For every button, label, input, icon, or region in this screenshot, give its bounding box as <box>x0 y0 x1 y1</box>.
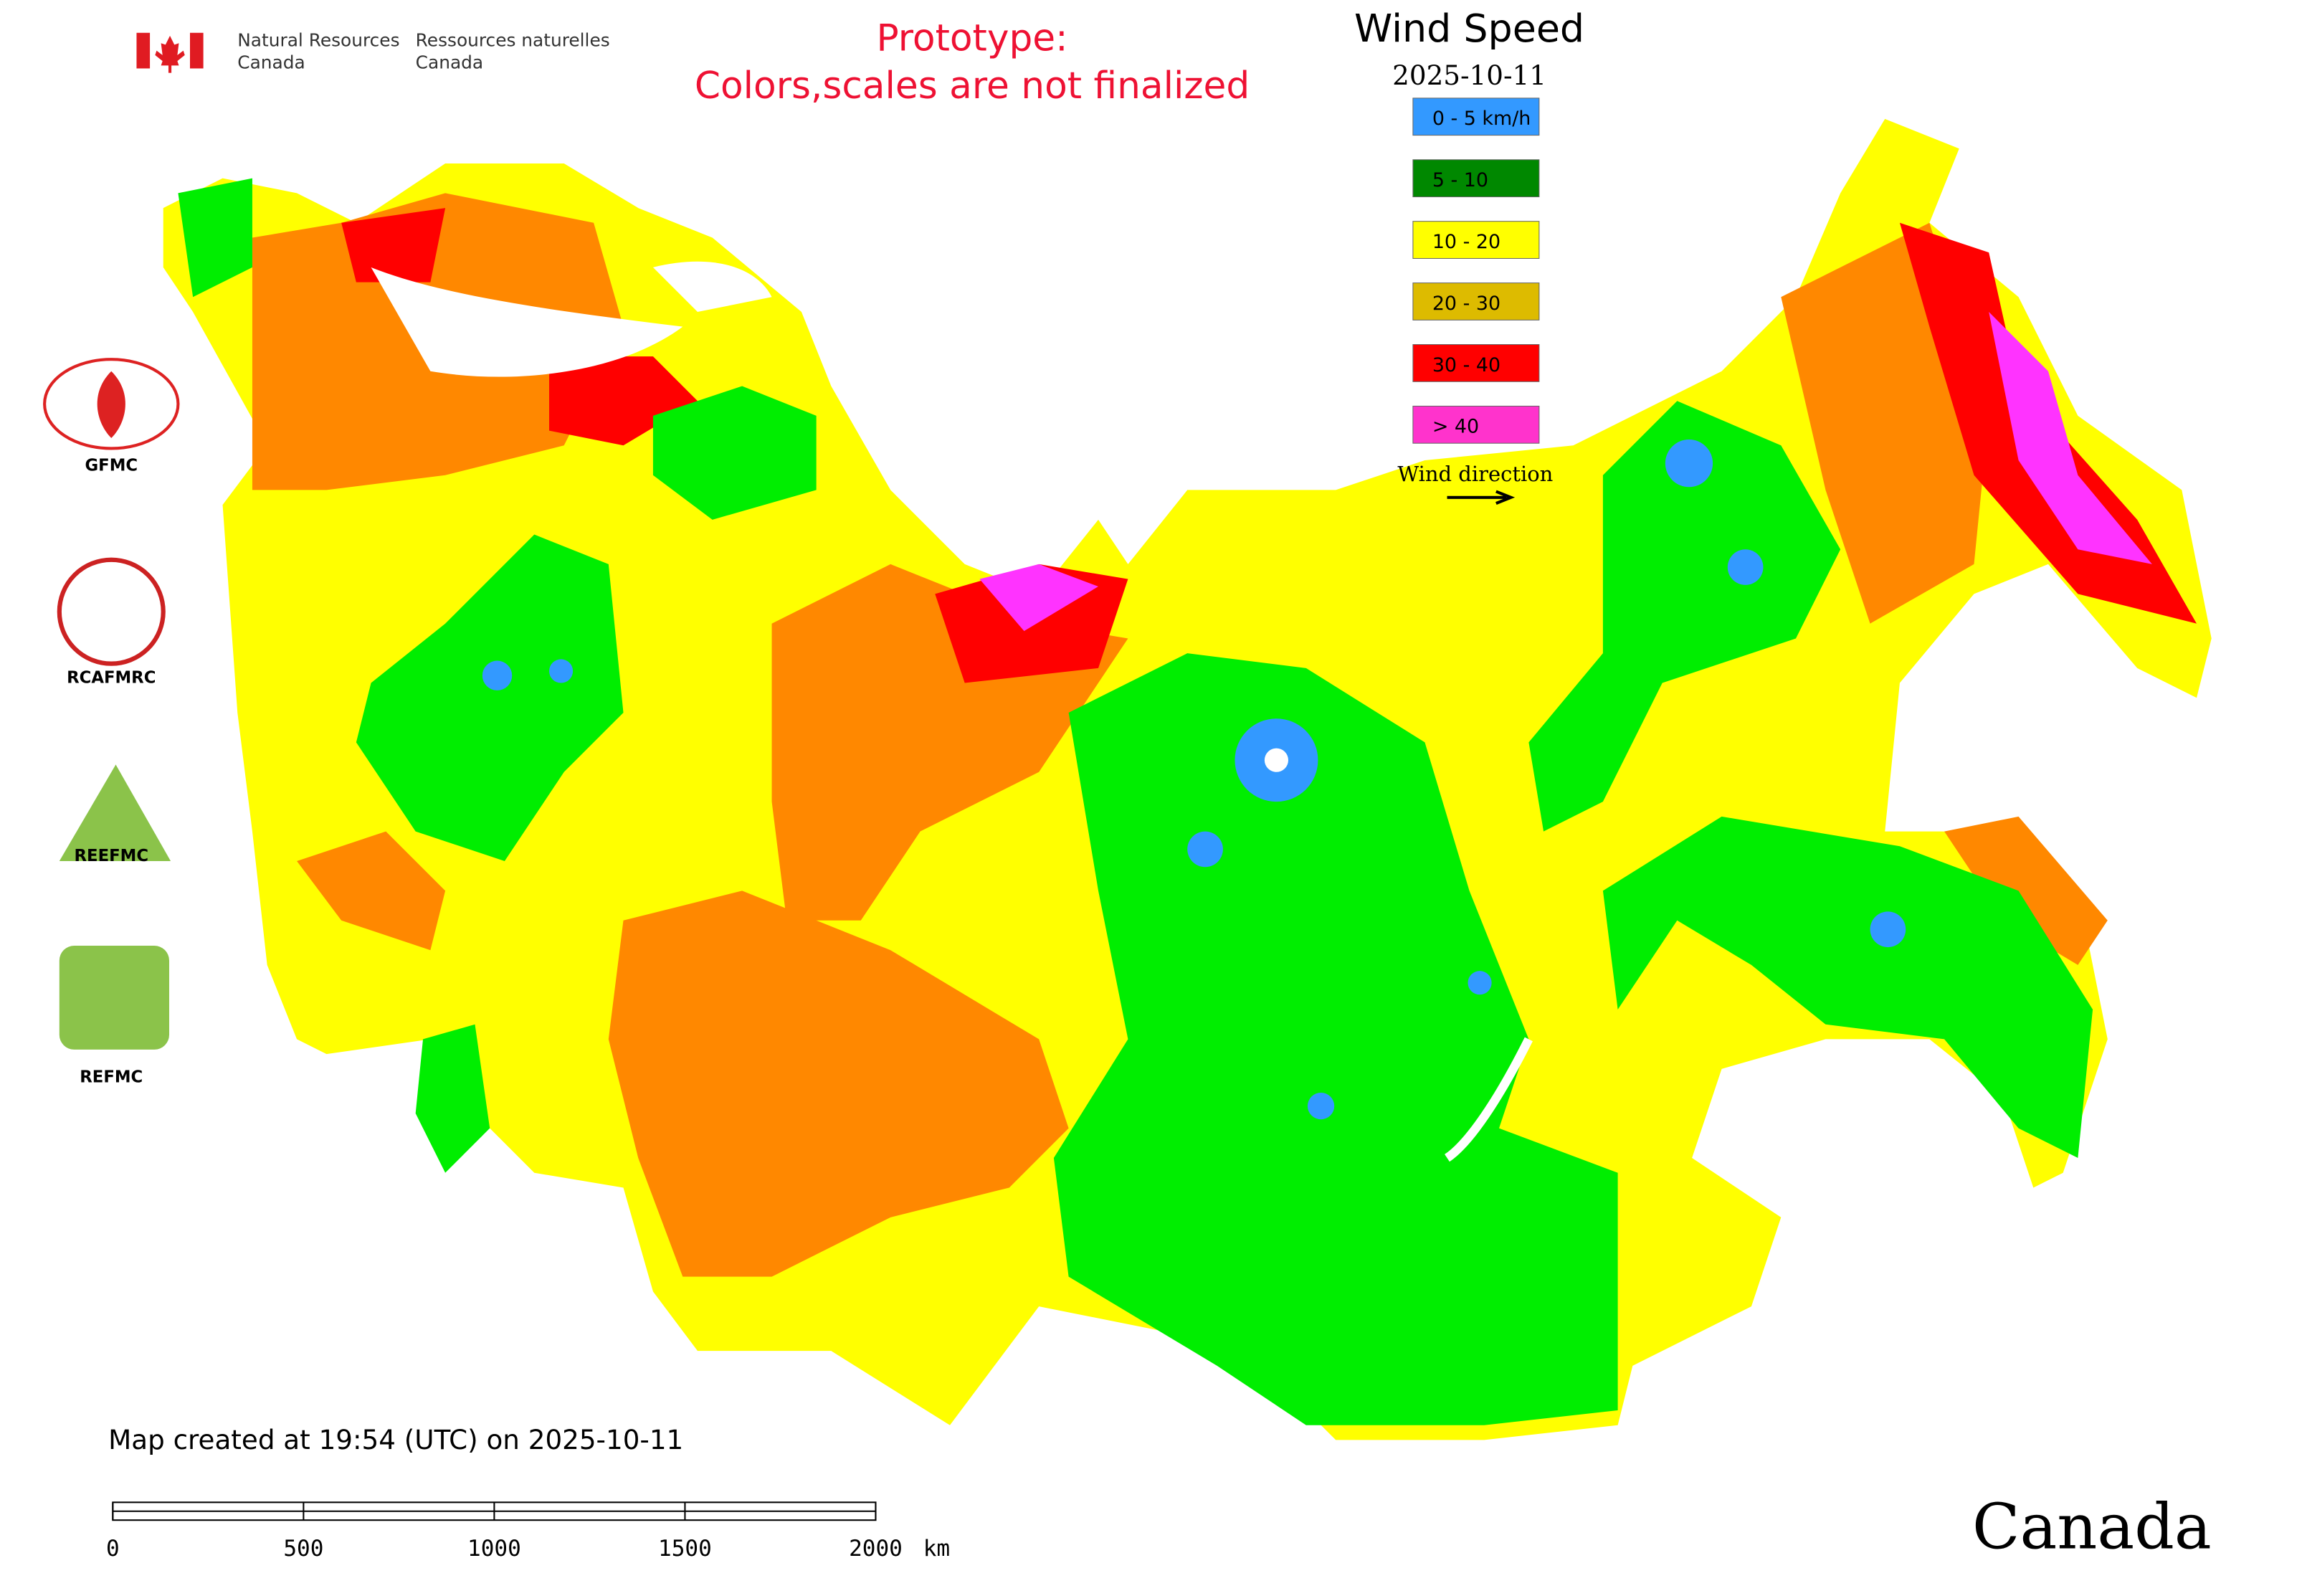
logo-label: GFMC <box>85 457 138 475</box>
agency-en: Natural Resources <box>237 29 399 50</box>
legend-label: 10 - 20 <box>1432 231 1500 253</box>
agency-fr: Canada <box>416 52 483 72</box>
agency-en: Canada <box>237 52 305 72</box>
legend-label: 20 - 30 <box>1432 293 1500 315</box>
logo-mark <box>59 764 171 861</box>
zone-5-10 <box>178 178 252 298</box>
logo-mark <box>59 945 170 1050</box>
logo-label: REFMC <box>80 1068 143 1086</box>
zone-5-10 <box>415 1024 490 1173</box>
logo-mark <box>57 557 166 666</box>
scale-label: 500 <box>283 1536 323 1562</box>
legend-swatch <box>1412 344 1540 382</box>
logo-label: REEFMC <box>74 847 148 865</box>
sea <box>652 261 772 312</box>
flag-bar <box>189 32 204 69</box>
zone-20-30 <box>608 890 1069 1277</box>
government-signature: Natural Resources Canada Ressources natu… <box>136 29 610 73</box>
agency-fr: Ressources naturelles <box>416 29 610 50</box>
wind-map <box>163 118 2212 1440</box>
zone-over-40 <box>1989 311 2152 564</box>
legend-label: > 40 <box>1432 416 1479 438</box>
scale-label: 2000 <box>849 1536 903 1562</box>
notice: Colors,scales are not finalized <box>695 65 1250 108</box>
zone-30-40 <box>341 208 446 282</box>
logo-label: RCAFMRC <box>67 669 156 688</box>
legend-date: 2025-10-11 <box>1392 60 1546 91</box>
maple-leaf <box>155 35 185 73</box>
legend-title: Wind Speed <box>1354 6 1584 51</box>
legend-swatch <box>1412 221 1540 259</box>
flag-bar <box>136 32 151 69</box>
zone-over-40 <box>979 564 1099 632</box>
legend: Wind Speed 2025-10-11 Wind direction 0 -… <box>1354 6 1584 505</box>
zone-20-30 <box>297 831 446 951</box>
calm-center <box>1264 748 1289 772</box>
scale-unit: km <box>923 1536 950 1562</box>
legend-label: 0 - 5 km/h <box>1432 108 1531 130</box>
notice: Prototype: <box>876 17 1067 60</box>
direction-label: Wind direction <box>1397 462 1553 486</box>
legend-swatch <box>1412 98 1540 136</box>
legend-label: 30 - 40 <box>1432 354 1500 376</box>
logo-mark <box>97 371 125 438</box>
zone-5-10 <box>652 386 817 520</box>
created-note: Map created at 19:54 (UTC) on 2025-10-11 <box>108 1424 683 1455</box>
scale-label: 1500 <box>658 1536 712 1562</box>
sea <box>371 267 683 377</box>
legend-label: 5 - 10 <box>1432 169 1488 191</box>
legend-swatch <box>1412 405 1540 444</box>
scale-bar: 0 500 1000 1500 2000 km <box>106 1501 950 1562</box>
zone-5-10 <box>356 534 624 861</box>
zone-5-10 <box>1528 401 1841 832</box>
logos: GFMC RCAFMRC REEFMC REFMC <box>43 358 180 1086</box>
lake <box>1444 1037 1533 1162</box>
scale-label: 1000 <box>467 1536 521 1562</box>
direction-arrow <box>1447 490 1516 505</box>
legend-swatch <box>1412 159 1540 198</box>
canada-wordmark: Canada <box>1972 1491 2212 1564</box>
legend-swatch <box>1412 282 1540 320</box>
logo-mark <box>43 358 180 450</box>
zone-5-10 <box>1602 816 2093 1159</box>
scale-label: 0 <box>106 1536 120 1562</box>
zone-20-30 <box>1944 816 2108 965</box>
